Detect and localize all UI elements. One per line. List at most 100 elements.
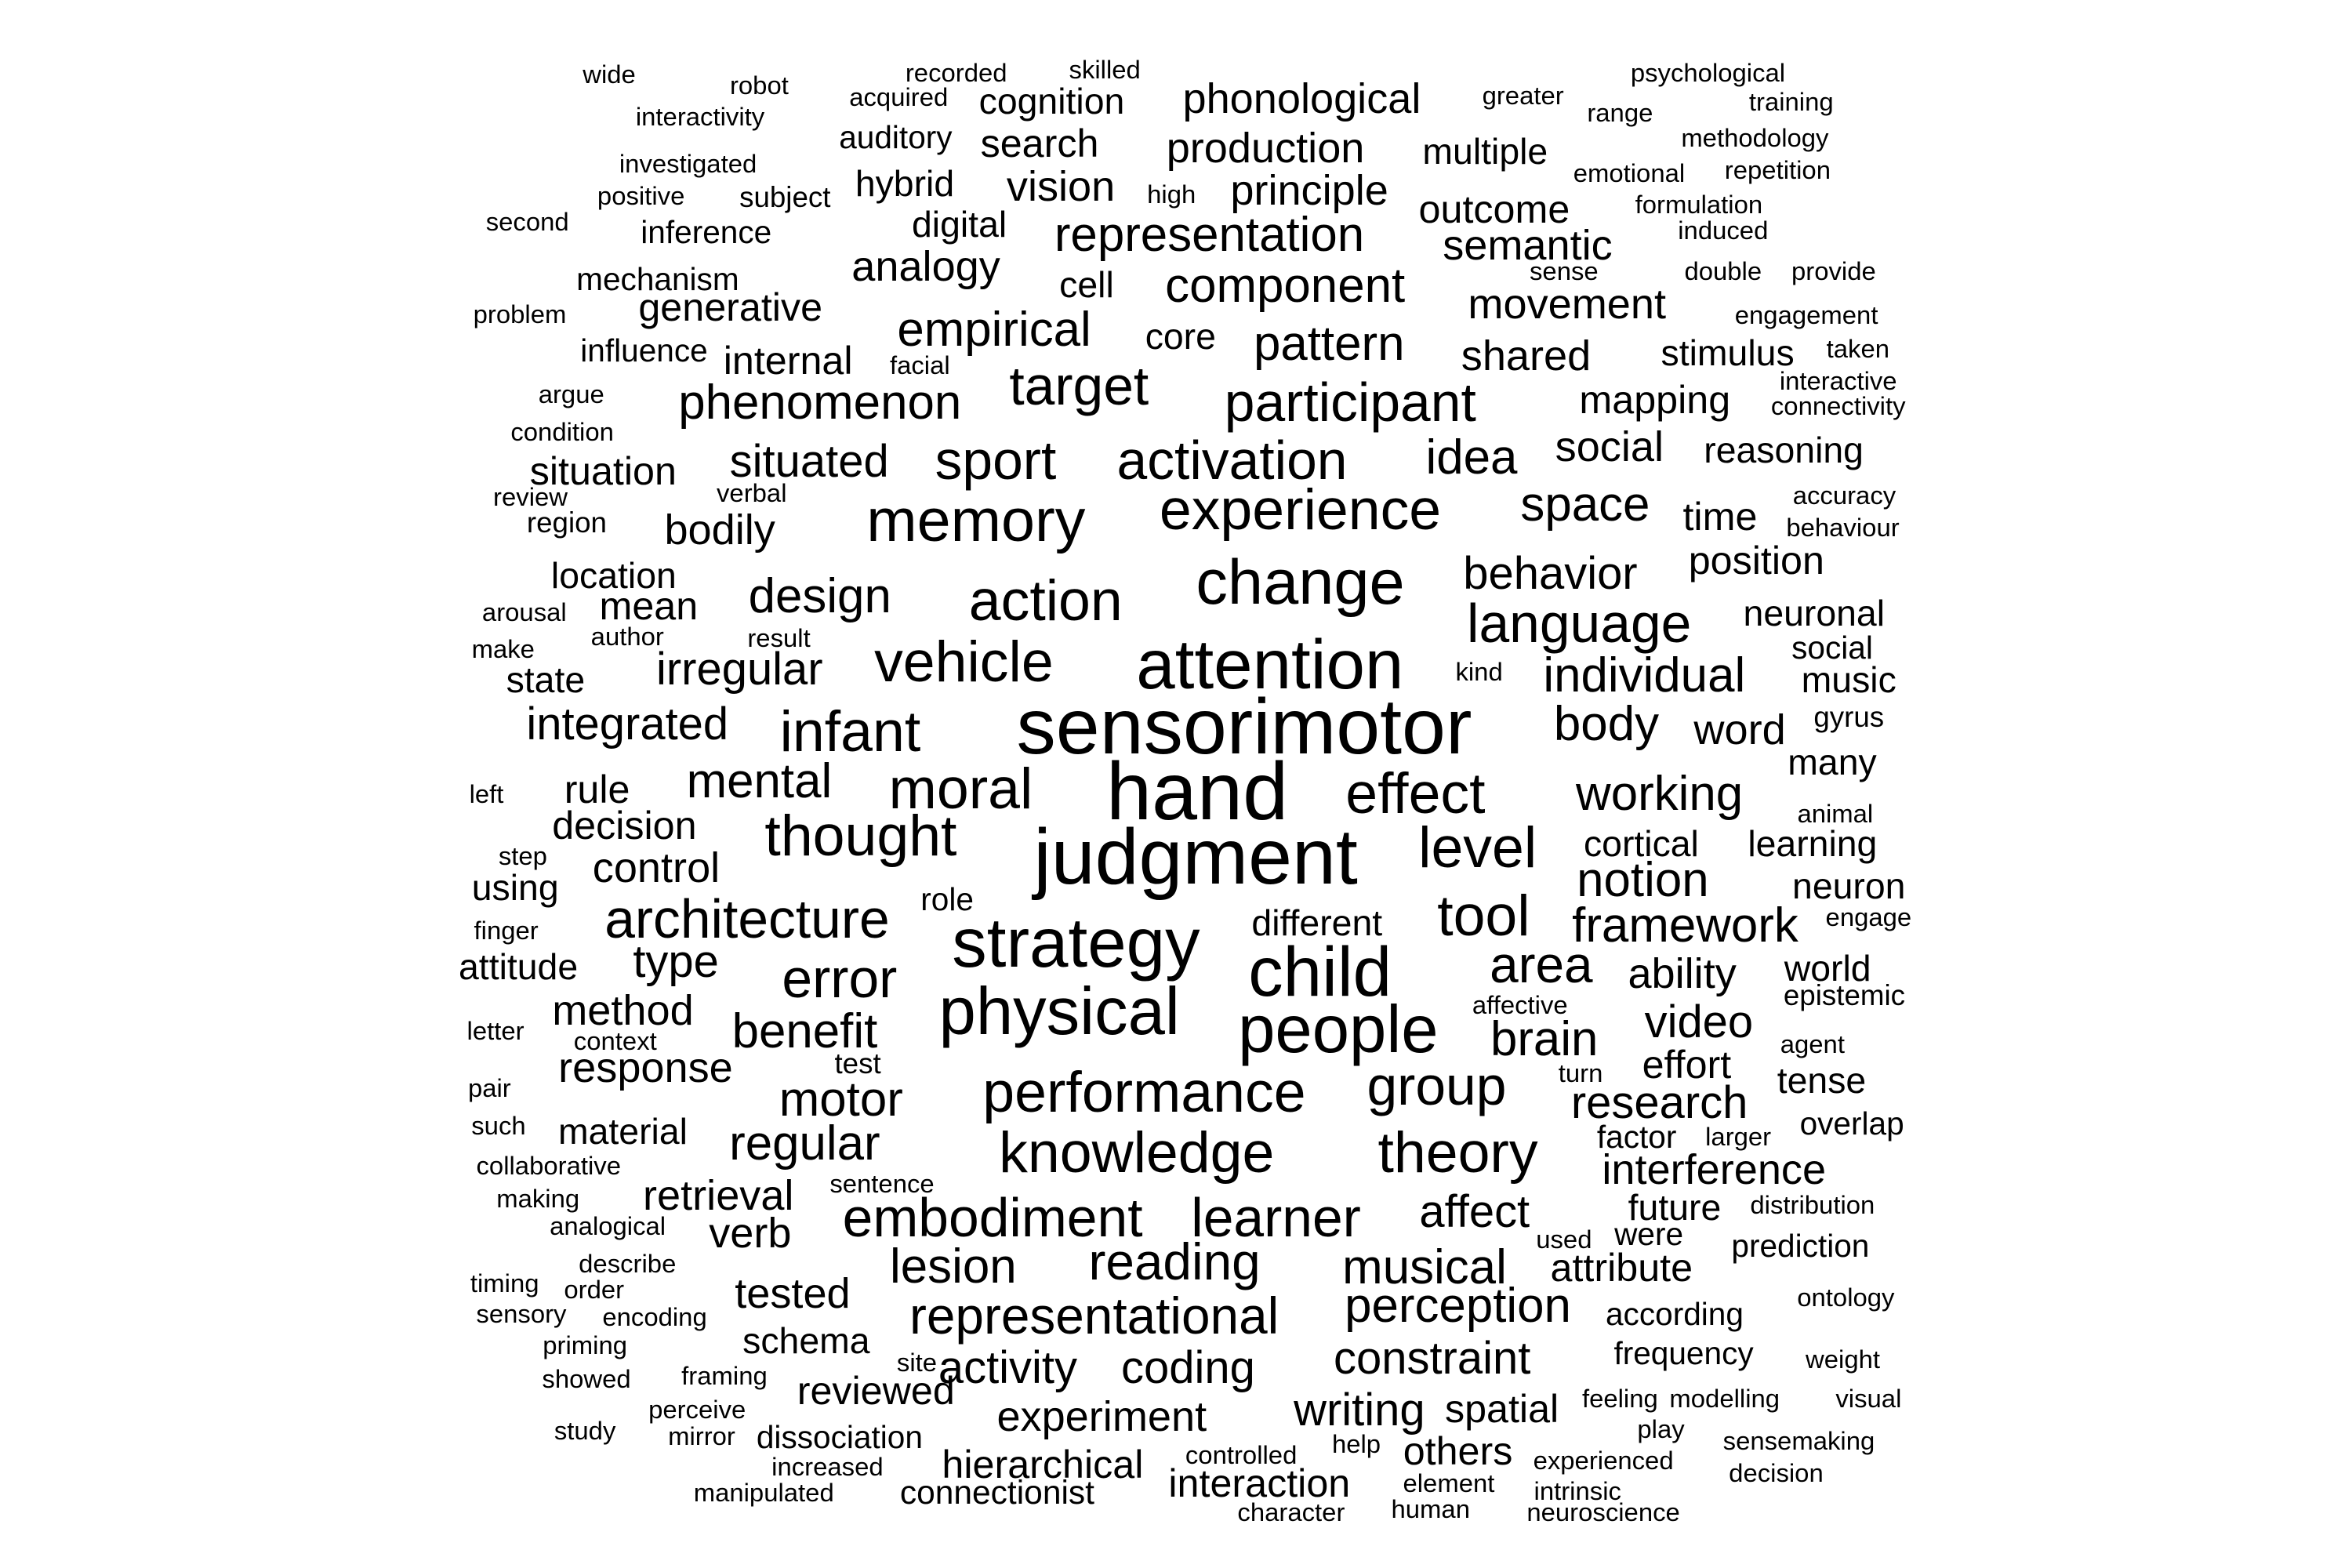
word-23: positive	[597, 180, 685, 210]
word-174: distribution	[1750, 1189, 1875, 1219]
word-120: level	[1418, 815, 1537, 880]
word-30: representation	[1054, 207, 1365, 262]
word-38: sense	[1530, 256, 1599, 286]
word-198: representational	[909, 1287, 1279, 1345]
word-33: semantic	[1443, 221, 1613, 269]
word-26: formulation	[1635, 190, 1763, 220]
word-216: experiment	[996, 1392, 1207, 1440]
word-199: schema	[742, 1319, 870, 1361]
word-196: encoding	[602, 1301, 707, 1331]
word-114: animal	[1797, 799, 1874, 829]
word-68: situated	[729, 437, 889, 488]
word-45: empirical	[897, 303, 1091, 358]
word-223: others	[1403, 1429, 1513, 1474]
word-162: such	[471, 1111, 526, 1141]
word-193: tested	[735, 1270, 851, 1318]
word-64: idea	[1425, 430, 1518, 485]
word-163: material	[557, 1111, 688, 1152]
word-74: time	[1682, 494, 1758, 539]
word-62: sport	[935, 429, 1057, 491]
word-206: framing	[681, 1361, 768, 1391]
word-18: hybrid	[855, 162, 955, 204]
word-178: embodiment	[842, 1186, 1143, 1248]
word-117: step	[498, 841, 547, 871]
word-90: author	[590, 622, 664, 652]
word-53: taken	[1826, 333, 1890, 363]
word-186: lesion	[890, 1239, 1017, 1294]
word-4: psychological	[1630, 58, 1786, 88]
word-39: double	[1684, 256, 1762, 286]
word-229: interaction	[1168, 1461, 1351, 1505]
word-16: methodology	[1681, 123, 1829, 153]
word-95: irregular	[655, 644, 823, 695]
word-57: phenomenon	[678, 376, 962, 430]
word-135: type	[633, 937, 719, 988]
word-209: reviewed	[797, 1368, 955, 1413]
word-232: manipulated	[693, 1477, 834, 1507]
word-187: reading	[1088, 1232, 1261, 1290]
word-81: position	[1688, 538, 1824, 583]
word-202: constraint	[1334, 1334, 1531, 1385]
word-220: dissociation	[756, 1418, 923, 1455]
word-1: robot	[729, 70, 789, 100]
word-173: retrieval	[643, 1171, 794, 1219]
word-11: training	[1748, 87, 1834, 116]
word-96: vehicle	[874, 629, 1054, 694]
word-149: context	[573, 1026, 657, 1056]
word-130: framework	[1572, 898, 1798, 953]
word-91: result	[747, 623, 811, 653]
word-192: perception	[1345, 1278, 1571, 1333]
word-132: finger	[474, 916, 539, 945]
word-55: interactive	[1779, 365, 1897, 395]
word-230: element	[1403, 1468, 1495, 1498]
word-213: visual	[1835, 1384, 1902, 1414]
word-0: wide	[583, 60, 636, 89]
word-100: integrated	[526, 699, 729, 750]
word-127: role	[920, 880, 974, 917]
word-46: core	[1145, 315, 1216, 357]
word-207: activity	[938, 1342, 1078, 1393]
word-182: used	[1536, 1225, 1592, 1254]
word-197: according	[1605, 1296, 1744, 1333]
word-227: experienced	[1533, 1446, 1674, 1475]
word-204: weight	[1806, 1344, 1880, 1374]
word-43: movement	[1468, 281, 1667, 328]
word-201: frequency	[1613, 1335, 1754, 1372]
word-158: tense	[1777, 1059, 1867, 1101]
word-15: multiple	[1422, 131, 1548, 172]
word-148: benefit	[731, 1004, 878, 1059]
word-131: engage	[1825, 902, 1912, 931]
word-12: auditory	[839, 118, 953, 155]
word-140: error	[782, 947, 898, 1009]
word-208: coding	[1121, 1342, 1255, 1393]
word-150: brain	[1490, 1011, 1599, 1066]
word-134: attitude	[459, 946, 579, 987]
word-233: connectionist	[899, 1475, 1094, 1512]
word-14: production	[1166, 125, 1365, 172]
word-112: working	[1576, 766, 1744, 821]
word-75: region	[526, 506, 607, 539]
word-126: architecture	[604, 888, 890, 950]
word-73: accuracy	[1792, 481, 1896, 510]
word-165: factor	[1596, 1118, 1677, 1155]
word-147: people	[1238, 993, 1439, 1068]
word-49: facial	[889, 350, 950, 380]
word-78: behaviour	[1786, 513, 1900, 542]
word-109: mental	[686, 754, 833, 809]
word-170: knowledge	[999, 1120, 1275, 1185]
word-231: intrinsic	[1534, 1475, 1621, 1505]
word-20: principle	[1230, 167, 1388, 215]
word-203: site	[896, 1347, 938, 1377]
word-80: change	[1196, 547, 1405, 619]
word-89: make	[471, 633, 535, 663]
word-79: location	[550, 555, 677, 597]
word-36: cell	[1059, 264, 1114, 306]
word-224: increased	[771, 1452, 884, 1482]
word-184: prediction	[1731, 1228, 1870, 1265]
word-60: connectivity	[1770, 391, 1906, 421]
word-172: sentence	[829, 1168, 935, 1198]
word-138: world	[1784, 947, 1871, 989]
word-151: agent	[1780, 1029, 1845, 1058]
word-92: social	[1791, 629, 1873, 666]
